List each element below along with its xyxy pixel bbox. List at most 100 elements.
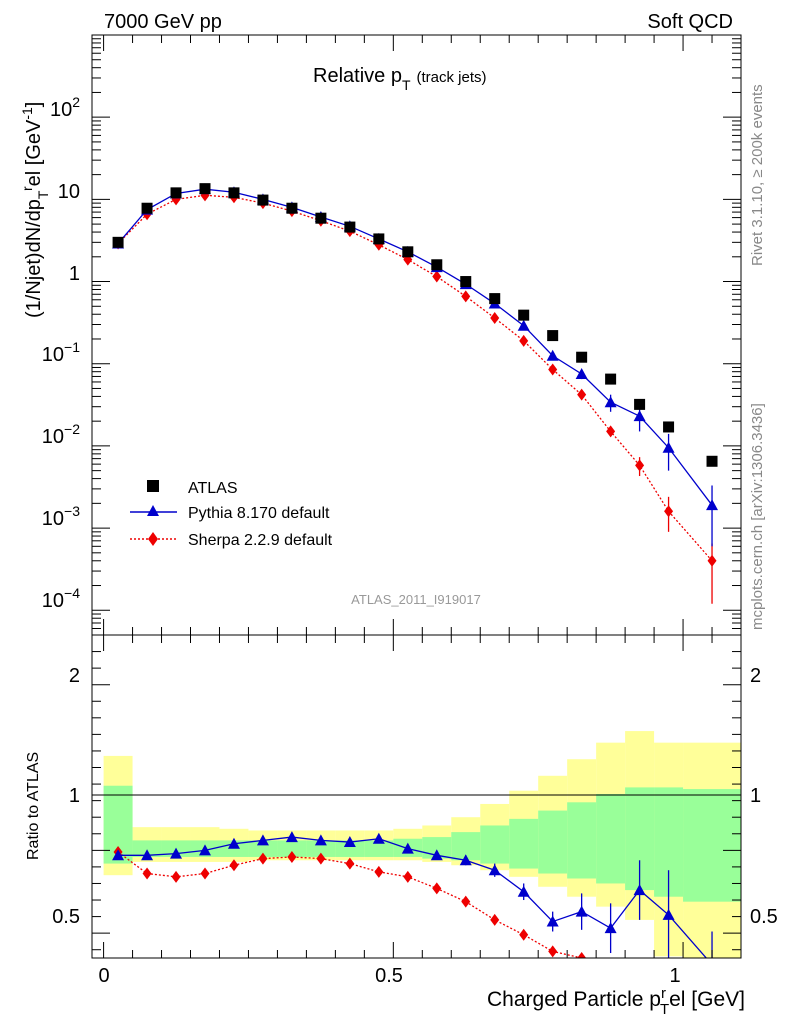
pythia-ratio-point: [546, 915, 559, 927]
sherpa-ratio-point: [142, 867, 152, 880]
atlas-point: [518, 309, 530, 321]
y-tick-label-1e-1: 10−1: [42, 339, 80, 366]
sherpa-point: [432, 270, 442, 283]
atlas-point: [170, 187, 182, 199]
pythia-ratio-point: [401, 842, 414, 854]
ratio-band-green-bin: [306, 840, 336, 857]
ratio-band-green-bin: [277, 840, 307, 857]
sherpa-ratio-point: [229, 859, 239, 872]
ratio-panel: Ratio to ATLAS 0.5 1 2 0.5 1 2 0 0.5 1 C…: [25, 634, 778, 1018]
atlas-point: [373, 233, 385, 245]
ratio-band-green-bin: [132, 840, 162, 857]
pythia-ratio-point: [372, 832, 385, 844]
main-y-axis-label-part-a: (1/Njet)dN/dp: [23, 199, 45, 318]
ratio-y-tick-label-0p5-left: 0.5: [52, 906, 80, 928]
pythia-ratio-point: [198, 844, 211, 856]
legend-pythia-marker: [147, 505, 159, 516]
atlas-point: [706, 455, 718, 467]
ratio-band-green-bin: [335, 840, 365, 857]
ratio-y-tick-label-1-left: 1: [69, 785, 80, 807]
ratio-y-tick-label-1-right: 1: [750, 785, 761, 807]
ratio-band-green-bin: [538, 810, 568, 874]
pythia-ratio-point: [430, 849, 443, 861]
sherpa-ratio-point: [316, 852, 326, 865]
sherpa-ratio-point: [577, 952, 587, 958]
pythia-ratio-point: [575, 905, 588, 917]
pythia-ratio-point: [517, 885, 530, 897]
main-y-axis-label-part-d: el [GeV: [23, 119, 45, 186]
atlas-point: [141, 202, 153, 214]
sherpa-point: [664, 505, 674, 518]
x-tick-label-0p5: 0.5: [375, 965, 403, 987]
pythia-point: [575, 367, 588, 379]
legend: ATLAS Pythia 8.170 default Sherpa 2.2.9 …: [130, 480, 333, 549]
atlas-point: [286, 202, 298, 214]
sherpa-ratio-point: [171, 870, 181, 883]
legend-pythia-label: Pythia 8.170 default: [188, 505, 330, 522]
atlas-point: [199, 183, 211, 195]
x-tick-label-0: 0: [98, 965, 109, 987]
sherpa-point: [519, 334, 529, 347]
sherpa-ratio-point: [287, 850, 297, 863]
atlas-point: [257, 194, 269, 206]
main-y-axis-label-sup-r: r: [19, 186, 35, 191]
pythia-ratio-point: [662, 908, 675, 920]
pythia-ratio-point: [459, 854, 472, 866]
plot-title-main: Relative p: [313, 65, 402, 87]
legend-atlas-marker: [147, 480, 159, 492]
ratio-y-tick-label-2-left: 2: [69, 665, 80, 687]
sherpa-ratio-point: [345, 857, 355, 870]
ratio-band-green-bin: [509, 818, 539, 869]
pythia-ratio-point: [633, 884, 646, 896]
atlas-point: [344, 221, 356, 233]
ratio-series-layer: [112, 831, 718, 984]
ratio-band-green-bin: [364, 840, 394, 857]
pythia-ratio-point: [343, 836, 356, 848]
ratio-y-axis-label: Ratio to ATLAS: [25, 752, 42, 860]
sherpa-point: [707, 554, 717, 567]
y-tick-label-1e-3: 10−3: [42, 503, 80, 530]
x-axis-label-sub-t: T: [660, 1001, 669, 1018]
pythia-ratio-point: [141, 849, 154, 861]
x-axis-label: Charged Particle pr Tel [GeV]: [487, 985, 745, 1018]
pythia-point: [662, 441, 675, 453]
pythia-ratio-point: [706, 959, 718, 970]
sherpa-point: [490, 312, 500, 325]
sherpa-ratio-point: [519, 928, 529, 941]
x-axis-label-sup-r: r: [661, 985, 666, 1002]
x-axis-label-part-d: el [GeV]: [669, 988, 745, 1011]
y-tick-label-1e-2: 10−2: [42, 421, 80, 448]
main-axis-ticks: [92, 35, 742, 636]
atlas-point: [605, 373, 617, 385]
pythia-point: [604, 396, 617, 408]
sherpa-point: [635, 459, 645, 472]
sherpa-ratio-point: [490, 913, 500, 926]
y-tick-label-1e-4: 10−4: [42, 585, 80, 612]
ratio-band-green-bin: [683, 789, 741, 902]
ratio-uncertainty-bands: [103, 731, 741, 958]
pythia-point: [517, 319, 530, 331]
atlas-point: [489, 293, 501, 305]
plot-title: Relative pT (track jets): [313, 65, 487, 93]
sherpa-ratio-point: [403, 870, 413, 883]
analysis-id-label: ATLAS_2011_I919017: [351, 592, 481, 607]
sherpa-ratio-point: [606, 972, 615, 984]
atlas-point: [315, 212, 327, 224]
sherpa-point: [461, 290, 471, 303]
pythia-ratio-point: [604, 922, 617, 934]
main-series-layer: [112, 183, 719, 604]
sherpa-ratio-point: [432, 882, 442, 895]
atlas-point: [402, 246, 414, 258]
pythia-point: [706, 499, 719, 511]
header-energy-label: 7000 GeV pp: [104, 11, 222, 33]
rivet-version-label: Rivet 3.1.10, ≥ 200k events: [749, 84, 766, 266]
ratio-plot-frame: [91, 634, 742, 959]
pythia-line: [117, 188, 713, 506]
ratio-y-tick-label-2-right: 2: [750, 665, 761, 687]
ratio-axis-ticks: [92, 635, 742, 958]
legend-sherpa-marker: [148, 532, 158, 546]
pythia-ratio-point: [285, 831, 298, 843]
ratio-band-green-bin: [567, 802, 597, 879]
main-y-axis-label: (1/Njet)dN/dpTrel [GeV-1]: [19, 102, 51, 318]
